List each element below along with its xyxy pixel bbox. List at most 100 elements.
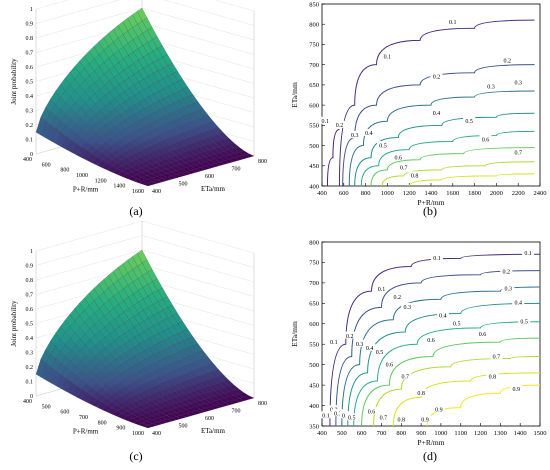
z-tick-label: 0.2 <box>26 365 34 371</box>
x-tick-label: 500 <box>42 404 51 410</box>
contour-label-bg <box>490 351 503 359</box>
contour-label-bg <box>522 248 535 256</box>
x-tick-label: 1300 <box>494 430 507 437</box>
contour-label: 0.7 <box>401 375 409 381</box>
contour-panel-b: 400 600 800 1000 1200 1400 1600 1800 2000 2200 240… <box>290 1 547 207</box>
x-tick-label: 400 <box>23 399 32 405</box>
contour-label-bg <box>348 130 361 138</box>
contour-label: 0.2 <box>336 123 344 129</box>
y-axis-label: ETa/mm <box>290 82 299 108</box>
contour-label: 0.6 <box>386 362 394 368</box>
contour-label: 0.6 <box>368 409 376 415</box>
z-tick-label: 1 <box>30 7 33 13</box>
z-tick-label: 0.6 <box>26 65 34 71</box>
x-axis-label: P+R/mm <box>73 186 99 194</box>
contour-label: 0.1 <box>384 54 392 60</box>
y-tick-label: 700 <box>232 167 241 173</box>
contour-label-bg <box>500 267 513 275</box>
x-tick-label: 1800 <box>468 190 481 197</box>
y-tick-label: 500 <box>309 143 319 150</box>
contour-label-bg <box>512 148 525 156</box>
contour-label: 0.8 <box>417 391 425 397</box>
x-tick-label: 2400 <box>534 190 547 197</box>
x-tick-label: 1600 <box>446 190 459 197</box>
contour-label-bg <box>391 292 404 300</box>
contour-line-0.2 <box>335 270 541 427</box>
contour-label: 0.1 <box>378 287 386 293</box>
contour-label-bg <box>381 52 394 60</box>
contour-label-bg <box>419 415 432 423</box>
contour-label: 0.4 <box>365 131 373 137</box>
y-tick-label: 500 <box>179 424 188 430</box>
z-axis-label: Joint probability <box>10 300 18 347</box>
contour-label: 0.9 <box>421 418 429 424</box>
x-tick-label: 800 <box>60 168 69 174</box>
contour-label-bg <box>377 141 390 149</box>
contour-label: 0.3 <box>351 133 359 139</box>
x-tick-label: 800 <box>396 430 406 437</box>
contour-line-0.4 <box>347 302 541 427</box>
x-tick-label: 600 <box>357 430 367 437</box>
y-tick-label: 600 <box>205 174 214 180</box>
x-tick-label: 900 <box>416 430 426 437</box>
contour-label: 0.2 <box>504 58 512 64</box>
contour-label: 0.5 <box>348 416 356 422</box>
z-tick-label: 0.8 <box>26 278 34 284</box>
x-tick-label: 1400 <box>425 190 438 197</box>
contour-label-bg <box>479 134 492 142</box>
x-tick-label: 1000 <box>434 430 447 437</box>
contour-label-bg <box>476 329 489 337</box>
contour-line-0.5 <box>360 130 535 187</box>
contour-line-0.1 <box>338 19 535 187</box>
contour-label: 0.4 <box>433 111 441 117</box>
y-tick-label: 800 <box>309 22 319 29</box>
y-axis-label: ETa/mm <box>290 321 299 347</box>
contour-label: 0.1 <box>449 20 457 26</box>
x-axis-label: P+R/mm <box>417 198 444 207</box>
contour-label-bg <box>363 343 376 351</box>
x-tick-label: 2000 <box>490 190 503 197</box>
contour-label: 0.7 <box>493 354 501 360</box>
contour-label-bg <box>512 78 525 86</box>
z-tick-label: 0.2 <box>26 123 34 129</box>
contour-label: 0.6 <box>427 338 435 344</box>
contour-label: 0.8 <box>398 418 406 424</box>
contour-label-bg <box>450 319 463 327</box>
contour-label-bg <box>333 120 346 128</box>
contour-label: 0.7 <box>400 166 408 172</box>
x-tick-label: 1200 <box>403 190 416 197</box>
surface-patch <box>142 182 154 187</box>
contour-label-bg <box>436 311 449 319</box>
plot-frame <box>321 3 541 187</box>
contour-label-bg <box>395 415 408 423</box>
x-tick-label: 800 <box>361 190 371 197</box>
z-gridline <box>35 0 255 26</box>
z-tick-label: 0.9 <box>26 264 34 270</box>
z-tick-label: 0.7 <box>26 293 34 299</box>
y-tick-label: 600 <box>205 416 214 422</box>
contour-label-bg <box>430 253 443 261</box>
surface-patch <box>142 424 154 429</box>
contour-label: 0.4 <box>439 313 447 319</box>
panel-caption-b: (b) <box>423 204 437 218</box>
y-tick-label: 600 <box>309 102 319 109</box>
z-gridline <box>35 220 255 254</box>
contour-label: 0.1 <box>322 414 330 420</box>
z-gridline <box>35 0 255 12</box>
x-tick-label: 400 <box>317 190 327 197</box>
contour-line-0.4 <box>354 112 535 187</box>
contour-label: 0.4 <box>514 300 522 306</box>
contour-label-bg <box>383 360 396 368</box>
x-tick-label: 500 <box>337 430 347 437</box>
contour-line-0.6 <box>370 147 535 187</box>
y-tick-label: 650 <box>309 301 319 308</box>
x-tick-label: 600 <box>42 162 51 168</box>
contour-label: 0.9 <box>512 387 520 393</box>
contour-label-bg <box>510 384 523 392</box>
surface-panel-a: 00.10.20.30.40.50.60.70.80.9140060080010… <box>10 0 267 195</box>
contour-label-bg <box>375 284 388 292</box>
y-tick-label: 700 <box>309 62 319 69</box>
x-tick-label: 600 <box>60 410 69 416</box>
x-tick-label: 1200 <box>474 430 487 437</box>
contour-label-bg <box>377 413 390 421</box>
